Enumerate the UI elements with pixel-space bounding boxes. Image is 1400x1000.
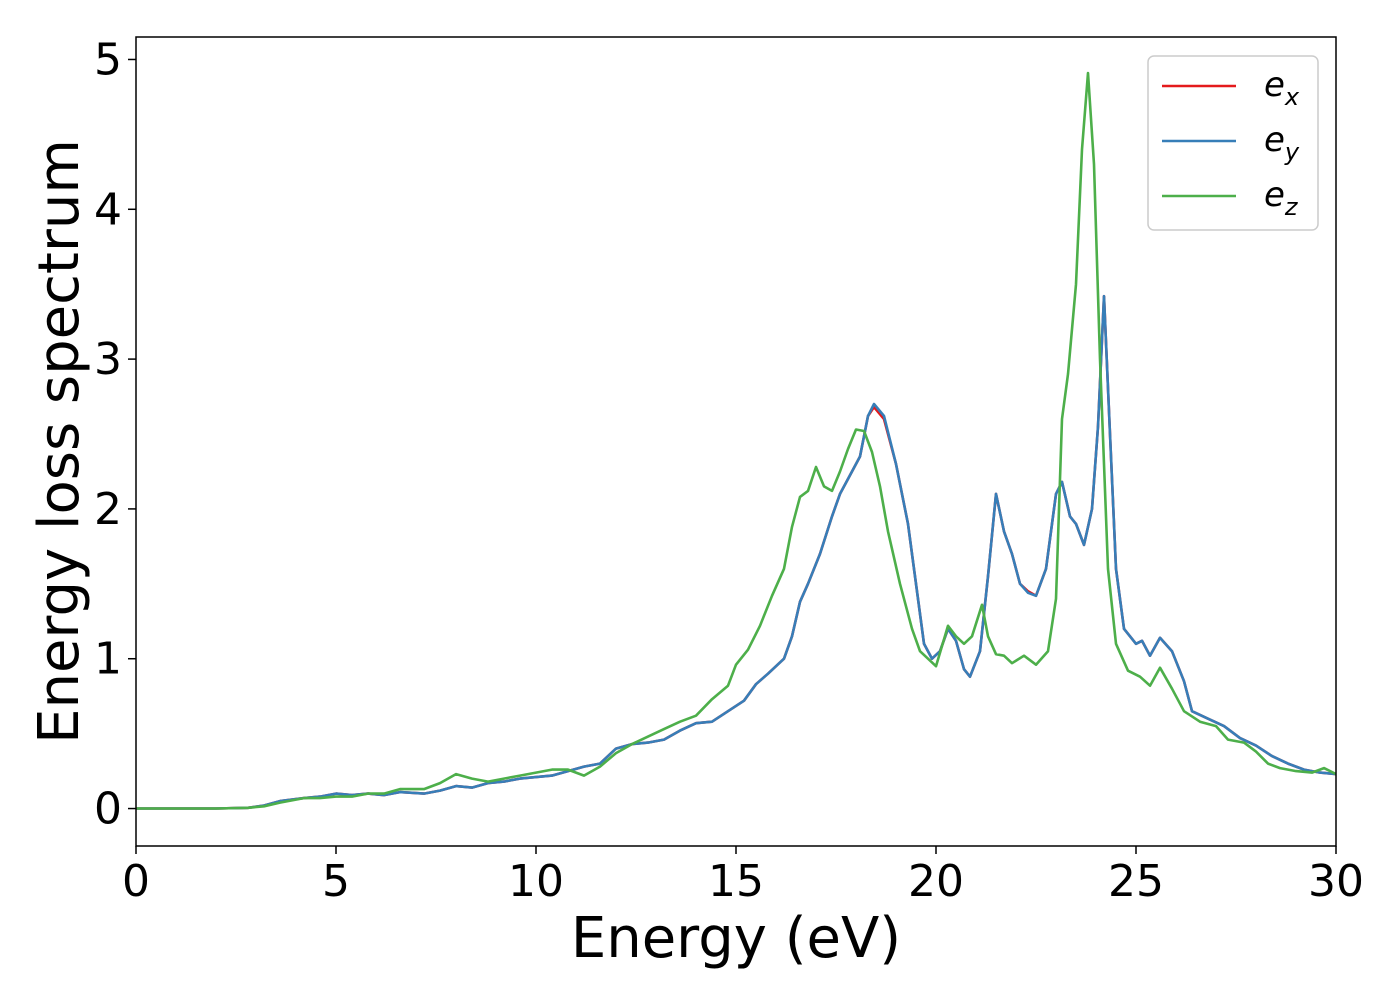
x-axis-title: Energy (eV) (571, 906, 901, 971)
series-line-y (136, 294, 1336, 810)
y-tick-label: 2 (94, 484, 122, 535)
y-tick-label: 1 (94, 634, 122, 685)
ticks-layer: 0 5 10 15 20 25 30 0 1 2 3 4 5 (94, 34, 1364, 907)
x-tick-label: 10 (508, 856, 564, 907)
y-axis-title: Energy loss spectrum (27, 139, 92, 744)
x-tick-label: 25 (1108, 856, 1164, 907)
x-tick-label: 15 (708, 856, 764, 907)
legend-box (1147, 55, 1319, 231)
x-tick-label: 20 (908, 856, 964, 907)
y-tick-label: 4 (94, 184, 122, 235)
x-tick-label: 0 (122, 856, 150, 907)
series-line-z (136, 71, 1336, 810)
y-tick-label: 0 (94, 784, 122, 835)
y-tick-label: 5 (94, 34, 122, 85)
x-tick-label: 30 (1308, 856, 1364, 907)
legend-label-x: ex (1264, 65, 1300, 111)
series-layer (136, 71, 1336, 810)
y-tick-label: 3 (94, 334, 122, 385)
series-line-x (136, 294, 1336, 810)
x-tick-label: 5 (322, 856, 350, 907)
